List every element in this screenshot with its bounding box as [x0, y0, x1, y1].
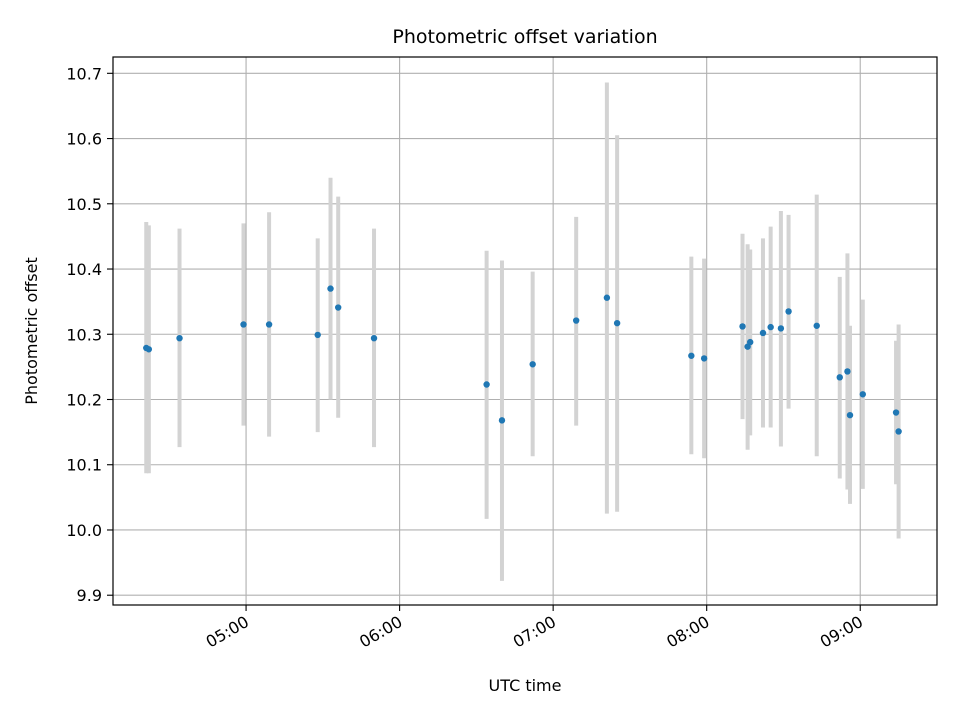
y-tick-label: 10.0: [66, 521, 102, 540]
y-axis-ticks: 9.9 10.0 10.1 10.2 10.3 10.4 10.5 10.6 10.7: [66, 64, 113, 605]
y-tick-label: 10.6: [66, 130, 102, 149]
y-tick-label: 10.2: [66, 391, 102, 410]
data-point: [498, 417, 506, 424]
data-point: [844, 368, 851, 375]
error-bars: [144, 82, 901, 581]
y-tick-label: 9.9: [77, 586, 102, 605]
y-axis-label: Photometric offset: [22, 257, 41, 405]
grid: [113, 57, 937, 605]
data-point: [688, 352, 695, 359]
x-tick-label: 07:00: [510, 612, 559, 652]
data-point: [700, 355, 708, 362]
y-tick-label: 10.5: [66, 195, 102, 214]
data-point: [892, 409, 900, 416]
data-point: [529, 361, 536, 368]
x-tick-label: 08:00: [663, 612, 712, 652]
y-tick-label: 10.1: [66, 456, 102, 475]
data-points: [143, 285, 902, 435]
data-point: [846, 411, 854, 419]
data-point: [813, 322, 820, 329]
x-axis-ticks: 05:00 06:00 07:00 08:00 09:00: [203, 605, 866, 652]
data-point: [746, 338, 754, 346]
data-point: [483, 381, 490, 388]
x-axis-label: UTC time: [489, 676, 562, 695]
data-point: [785, 308, 792, 315]
data-point: [265, 321, 273, 328]
y-tick-label: 10.7: [66, 64, 102, 83]
plot-frame: [112, 56, 938, 606]
data-point: [572, 317, 580, 324]
data-point: [145, 346, 153, 353]
data-point: [759, 329, 767, 337]
data-point: [334, 304, 342, 311]
y-tick-label: 10.3: [66, 325, 102, 344]
y-tick-label: 10.4: [66, 260, 102, 279]
data-point: [327, 285, 334, 292]
data-point: [777, 325, 785, 332]
data-point: [895, 428, 902, 435]
data-point: [739, 323, 746, 330]
data-point: [767, 323, 774, 331]
data-point: [836, 374, 843, 381]
x-tick-label: 05:00: [203, 612, 252, 652]
x-tick-label: 09:00: [817, 612, 866, 652]
data-point: [859, 391, 866, 398]
chart-title: Photometric offset variation: [392, 26, 657, 48]
x-tick-label: 06:00: [356, 612, 405, 652]
data-point: [176, 334, 183, 342]
data-point: [240, 321, 247, 328]
data-point: [314, 331, 321, 339]
data-point: [603, 294, 611, 301]
data-point: [613, 319, 621, 327]
data-point: [370, 334, 378, 342]
